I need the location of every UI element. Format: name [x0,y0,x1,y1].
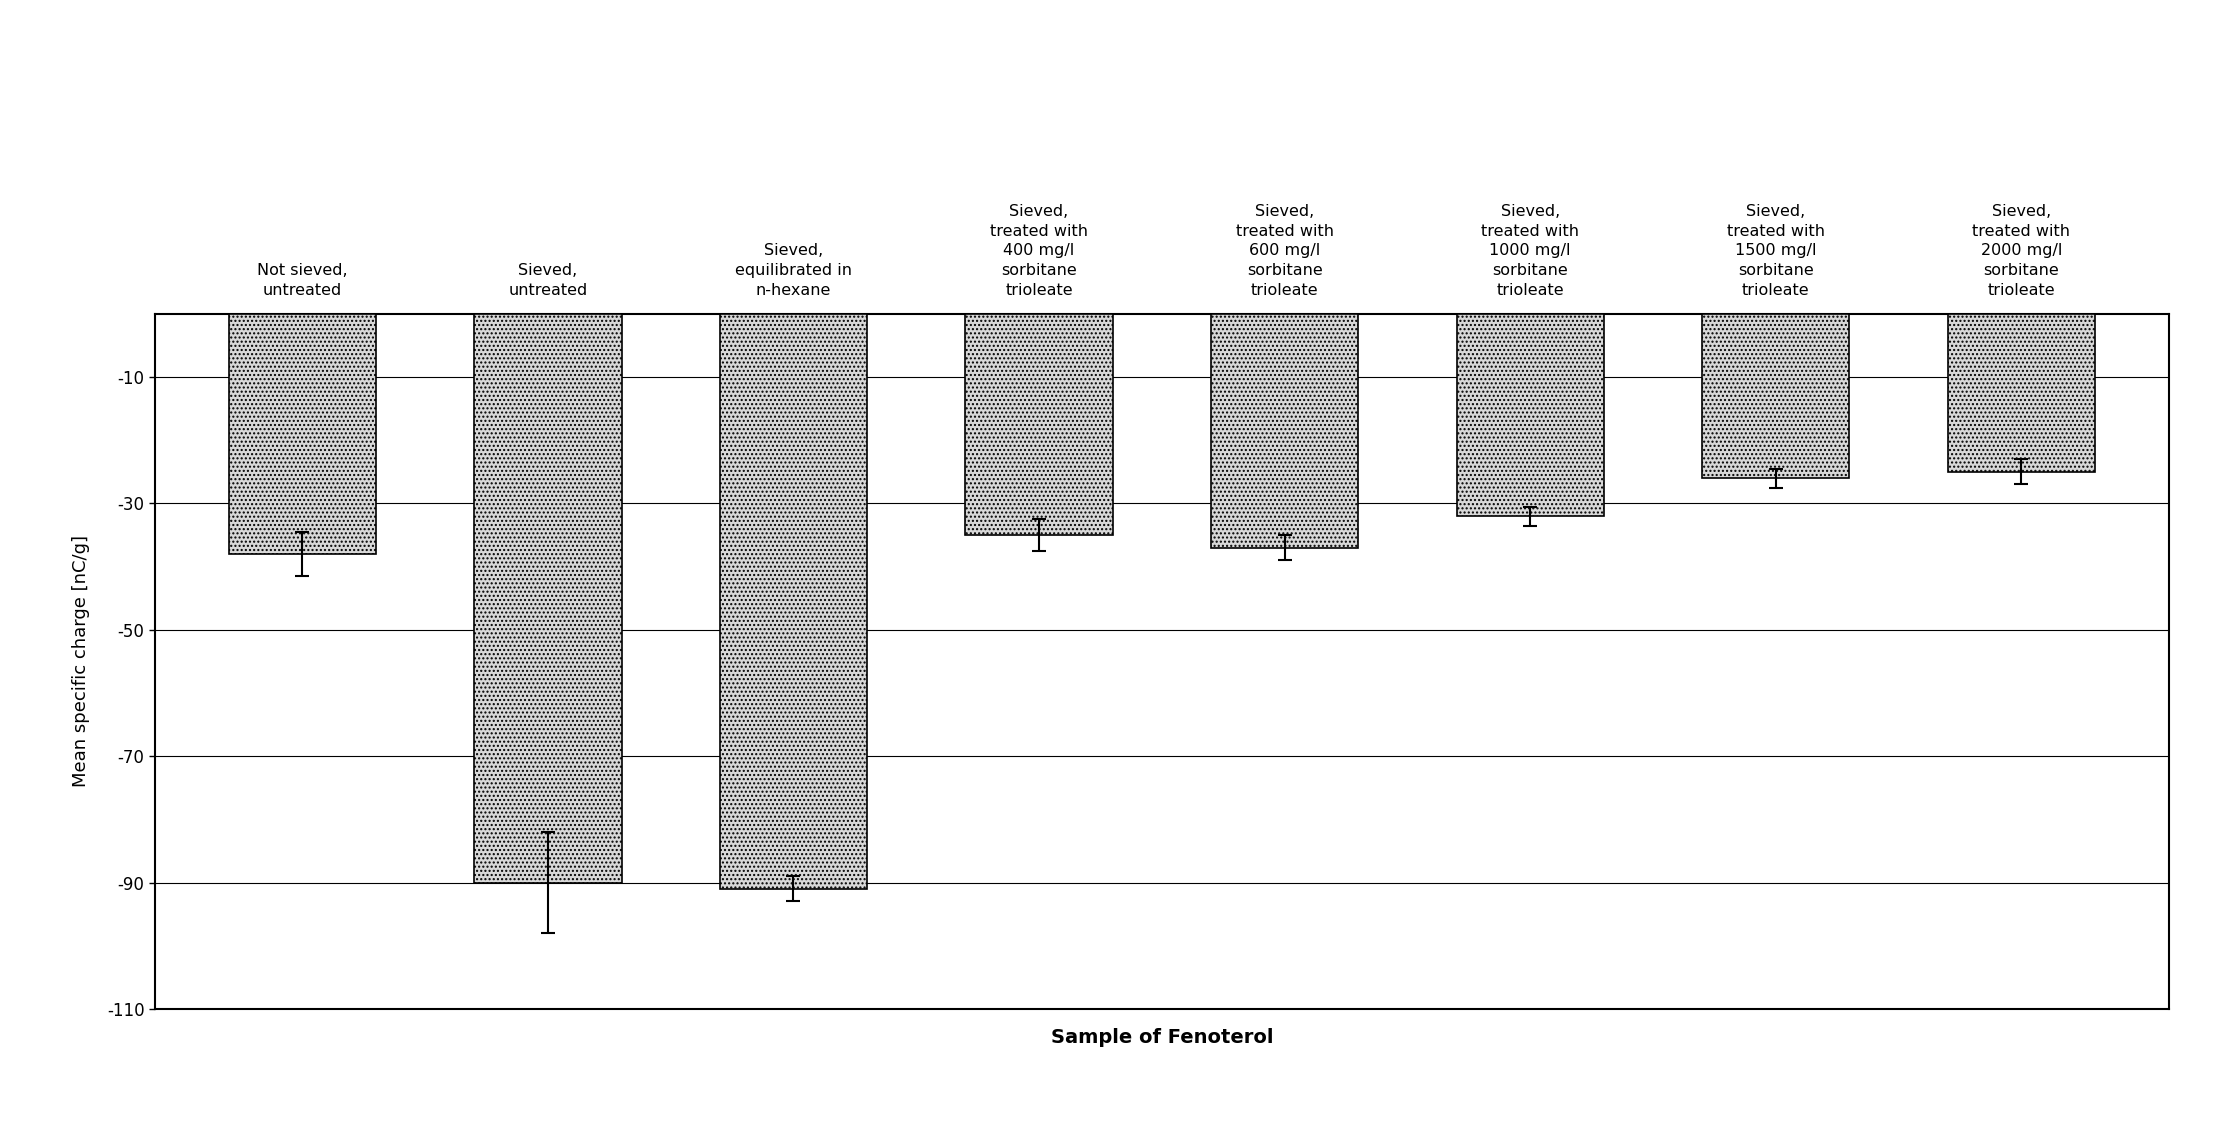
Y-axis label: Mean specific charge [nC/g]: Mean specific charge [nC/g] [73,536,91,787]
Bar [1702,314,1850,479]
Bar [228,314,376,554]
Bar [1947,314,2096,472]
Bar [474,314,622,882]
Bar [719,314,867,889]
Bar [1211,314,1359,548]
X-axis label: Sample of Fenoterol: Sample of Fenoterol [1051,1028,1272,1047]
Bar [965,314,1113,535]
Bar [1456,314,1604,516]
